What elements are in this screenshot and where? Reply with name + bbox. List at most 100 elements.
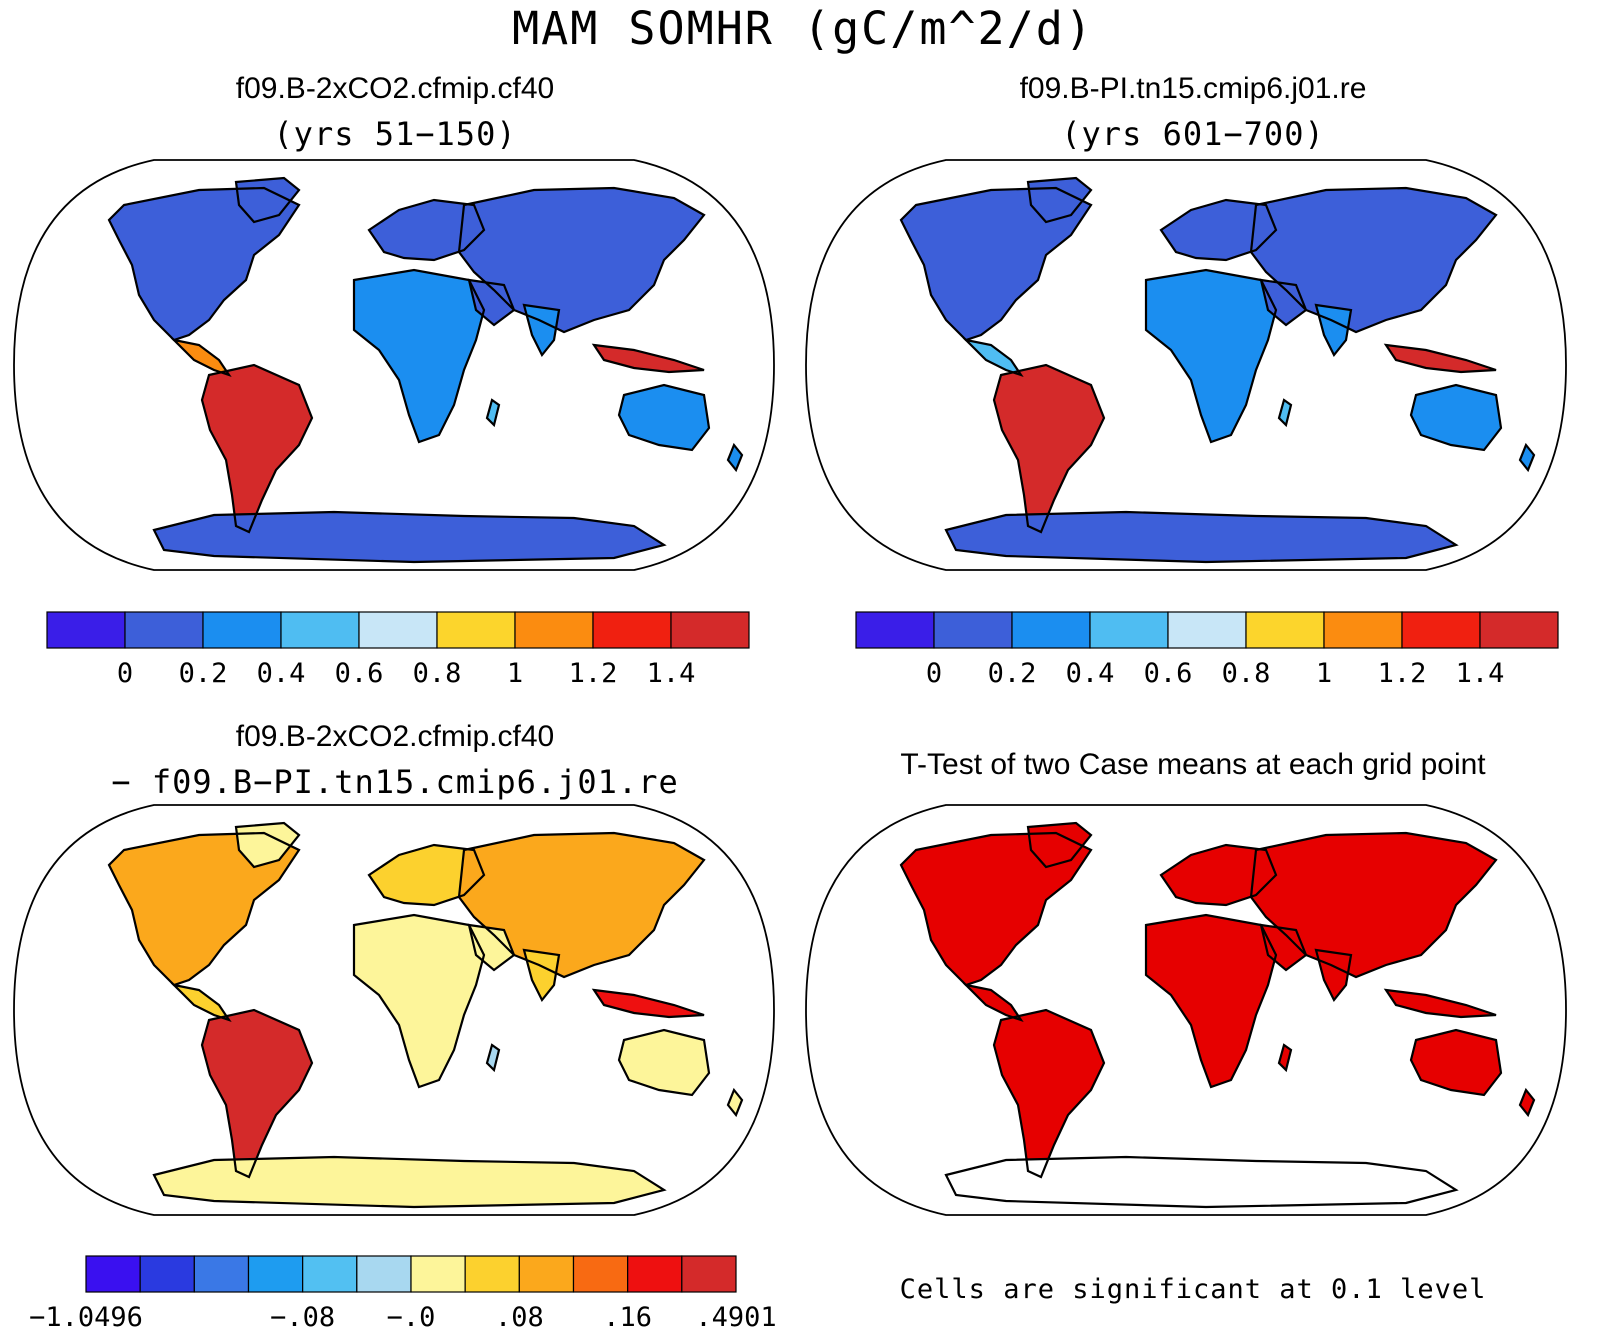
coastline — [1144, 913, 1278, 1089]
colorbar-swatch — [855, 611, 935, 649]
continent-ar — [469, 280, 514, 325]
colorbar-swatch — [247, 1255, 304, 1293]
continent-ar — [1261, 280, 1306, 325]
coastline — [1159, 843, 1278, 907]
coastline — [522, 948, 561, 1003]
panel-tl-case-title: f09.B-2xCO2.cfmip.cf40 — [235, 72, 555, 105]
colorbar-swatch — [1323, 611, 1403, 649]
coastline — [170, 338, 232, 378]
coastline — [726, 1087, 744, 1118]
coastline — [1409, 383, 1503, 452]
coastline — [1144, 268, 1278, 444]
coastline — [591, 343, 705, 374]
colorbar-swatch — [356, 1255, 412, 1293]
colorbar-swatch — [280, 611, 360, 649]
coastline — [992, 363, 1106, 534]
continent-ar — [1261, 925, 1306, 970]
continent-sa — [994, 1010, 1104, 1177]
colorbar-tick-label: 0 — [926, 658, 942, 689]
coastline — [485, 398, 501, 428]
coastline — [617, 383, 711, 452]
coastline — [1314, 948, 1353, 1003]
colorbar-case1: 0 0.2 0.4 0.6 0.8 1 1.2 1.4 — [46, 611, 750, 689]
continent-md — [487, 400, 499, 425]
colorbar-swatch — [1167, 611, 1247, 649]
coastline — [1383, 343, 1497, 374]
coastline — [367, 843, 486, 907]
map-panel-ttest — [805, 804, 1567, 1216]
coastline — [1159, 198, 1278, 262]
continent-md — [1279, 1045, 1291, 1070]
continent-md — [487, 1045, 499, 1070]
continent-an — [154, 1157, 664, 1207]
colorbar-swatch — [514, 611, 594, 649]
colorbar-case2: 0 0.2 0.4 0.6 0.8 1 1.2 1.4 — [855, 611, 1559, 689]
coastline — [1314, 303, 1353, 358]
panel-bl-case-title: f09.B-2xCO2.cfmip.cf40 — [235, 720, 555, 753]
coastlines — [899, 176, 1536, 564]
continent-af — [354, 270, 484, 442]
continent-an — [946, 512, 1456, 562]
continent-au — [619, 385, 709, 450]
continent-na — [901, 188, 1091, 340]
continent-an — [154, 512, 664, 562]
coastline — [1026, 176, 1093, 224]
panel-br-ttest-title: T-Test of two Case means at each grid po… — [900, 748, 1486, 781]
panel-tl-years: (yrs 51−150) — [273, 115, 517, 153]
continent-na — [901, 833, 1091, 985]
colorbar-tick-label: −1.0496 — [29, 1302, 143, 1327]
colorbar-tick-label: 0.6 — [1144, 658, 1193, 689]
coastline — [1518, 1087, 1536, 1118]
colorbar-swatch — [302, 1255, 358, 1293]
colorbar-swatch — [202, 611, 282, 649]
colorbar-swatch — [1245, 611, 1325, 649]
continent-ca — [966, 985, 1021, 1020]
continent-eu — [1161, 200, 1276, 260]
coastline — [944, 1155, 1459, 1209]
coastline — [485, 1043, 501, 1073]
colorbar-swatch — [518, 1255, 575, 1293]
colorbar-tick-label: 1 — [1316, 658, 1332, 689]
continent-eu — [369, 845, 484, 905]
colorbar-difference: −1.0496 −.08 −.0 .08 .16 .4901 — [29, 1255, 777, 1327]
map-panel-difference — [13, 804, 775, 1216]
continent-eu — [1161, 845, 1276, 905]
coastline — [467, 278, 516, 327]
coastline — [457, 186, 706, 334]
figure-title: MAM SOMHR (gC/m^2/d) — [512, 2, 1094, 55]
coastline — [1518, 442, 1536, 473]
colorbar-tick-label: 1.4 — [647, 658, 696, 689]
colorbar-tick-label: 0.4 — [257, 658, 306, 689]
colorbar-tick-label: .16 — [603, 1302, 652, 1327]
coastline — [1249, 831, 1498, 979]
coastline — [1259, 278, 1308, 327]
continent-ca — [966, 340, 1021, 375]
continent-an — [946, 1157, 1456, 1207]
coastline — [457, 831, 706, 979]
colorbar-swatch — [1401, 611, 1481, 649]
continent-id — [594, 345, 704, 372]
continent-id — [1386, 990, 1496, 1017]
colorbar-tick-label: .4901 — [695, 1302, 776, 1327]
continent-sa — [202, 365, 312, 532]
land-layer — [109, 823, 742, 1207]
continent-ar — [469, 925, 514, 970]
colorbar-swatch — [670, 611, 750, 649]
coastline — [726, 442, 744, 473]
coastline — [1277, 398, 1293, 428]
colorbar-tick-label: 0.8 — [1222, 658, 1271, 689]
continent-ca — [174, 985, 229, 1020]
coastlines — [899, 821, 1536, 1209]
coastline — [107, 186, 301, 342]
coastline — [170, 983, 232, 1023]
coastline — [899, 186, 1093, 342]
continent-md — [1279, 400, 1291, 425]
coastline — [992, 1008, 1106, 1179]
panel-bl-diff-subtitle: − f09.B−PI.tn15.cmip6.j01.re — [111, 763, 679, 801]
colorbar-swatch — [139, 1255, 195, 1293]
colorbar-swatch — [1479, 611, 1559, 649]
colorbar-swatch — [85, 1255, 141, 1293]
continent-au — [619, 1030, 709, 1095]
continent-af — [1146, 915, 1276, 1087]
colorbar-swatch — [627, 1255, 683, 1293]
